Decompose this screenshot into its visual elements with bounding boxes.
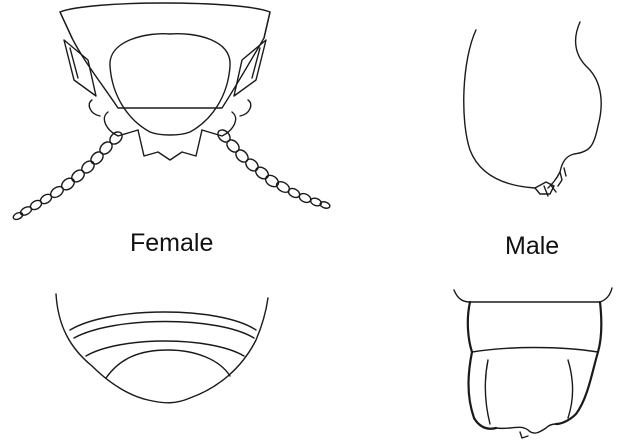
- male-profile-drawing: [463, 21, 602, 197]
- female-abdomen-drawing: [55, 293, 269, 404]
- male-abdomen-drawing: [453, 287, 613, 439]
- female-label: Female: [130, 229, 214, 257]
- female-right-antenna: [217, 129, 331, 209]
- female-left-antenna: [12, 131, 123, 221]
- male-label: Male: [505, 232, 560, 260]
- female-head-drawing: [59, 2, 271, 161]
